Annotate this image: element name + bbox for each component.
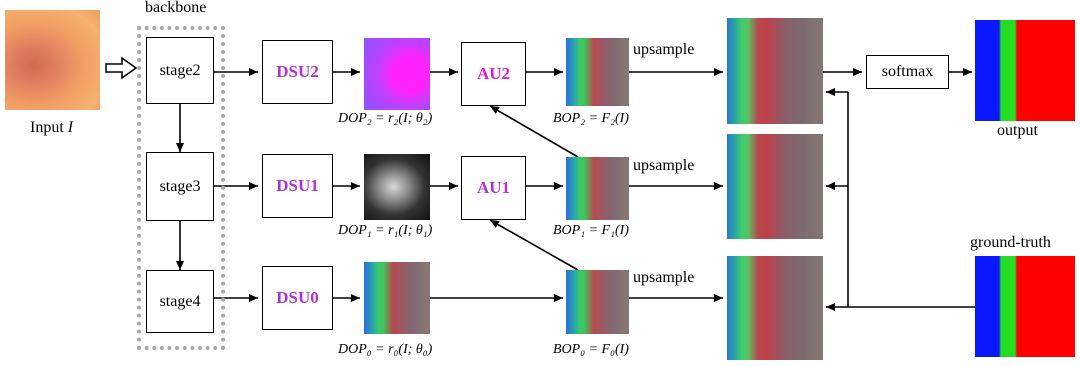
stage4-box: stage4 (146, 270, 214, 333)
upsample-label-1: upsample (633, 157, 695, 174)
backbone-group (137, 26, 225, 350)
dsu1-box: DSU1 (262, 154, 333, 218)
dsu2-box: DSU2 (262, 40, 333, 104)
bop1-image (566, 157, 629, 220)
upsampled-image-0 (727, 256, 823, 360)
bop2-formula: BOP₂ = F₂(I) (553, 111, 629, 126)
arrow-bop1-au2 (489, 105, 579, 158)
input-label: Input I (30, 119, 74, 136)
upsampled-image-1 (727, 134, 823, 239)
input-hollow-arrow (105, 56, 138, 80)
au1-box: AU1 (461, 156, 526, 220)
dop2-formula: DOP₂ = r₂(I; θ₂) (338, 111, 433, 126)
upsample-label-2: upsample (633, 41, 695, 58)
bop2-image (566, 38, 629, 106)
upsampled-image-2 (727, 18, 823, 124)
upsample-label-0: upsample (633, 269, 695, 286)
dop2-image (364, 38, 430, 110)
bop1-formula: BOP₁ = F₁(I) (553, 223, 629, 238)
softmax-box: softmax (866, 55, 949, 89)
dop0-image (364, 262, 430, 334)
stage3-box: stage3 (146, 152, 214, 221)
input-image (5, 10, 100, 110)
output-image (975, 20, 1075, 121)
bop0-formula: BOP₀ = F₀(I) (553, 342, 629, 357)
ground-truth-label: ground-truth (970, 234, 1051, 251)
stage2-box: stage2 (146, 37, 214, 104)
ground-truth-image (975, 256, 1075, 357)
output-label: output (997, 122, 1038, 139)
bop0-image (566, 270, 629, 334)
dop1-image (364, 154, 430, 220)
au2-box: AU2 (461, 42, 526, 106)
arrow-bop0-au1 (489, 219, 579, 271)
backbone-label: backbone (145, 0, 207, 16)
dsu0-box: DSU0 (262, 266, 333, 330)
dop0-formula: DOP₀ = r₀(I; θ₀) (338, 342, 433, 357)
dop1-formula: DOP₁ = r₁(I; θ₁) (338, 223, 433, 238)
